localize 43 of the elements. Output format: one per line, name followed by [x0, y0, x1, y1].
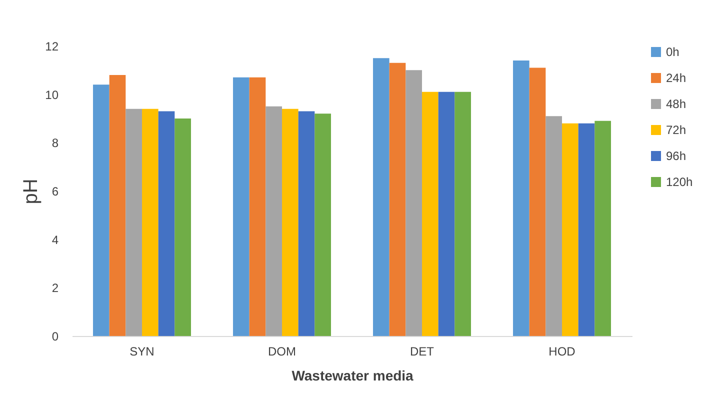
bar	[298, 111, 315, 336]
y-tick-label: 8	[52, 136, 59, 150]
bar	[314, 114, 331, 336]
legend-label: 96h	[666, 149, 686, 163]
bar	[406, 70, 422, 336]
legend-label: 24h	[666, 71, 686, 85]
bar	[158, 111, 175, 336]
bar	[546, 116, 562, 336]
y-axis-title: pH	[20, 178, 42, 204]
bar	[389, 62, 406, 336]
x-tick-label: DET	[410, 344, 435, 358]
legend-label: 0h	[666, 45, 680, 59]
bar	[142, 108, 158, 336]
legend-label: 48h	[666, 97, 686, 111]
bar	[562, 123, 578, 336]
legend-label: 120h	[666, 175, 693, 189]
x-tick-label: HOD	[548, 344, 576, 358]
bar	[454, 92, 471, 336]
legend-label: 72h	[666, 123, 686, 137]
y-tick-label: 10	[45, 88, 59, 102]
x-tick-label: SYN	[130, 344, 154, 358]
y-tick-label: 12	[45, 40, 59, 54]
bar	[249, 77, 266, 336]
x-axis-title: Wastewater media	[292, 368, 414, 384]
bar	[529, 68, 546, 336]
bar	[126, 108, 142, 336]
bar	[233, 77, 250, 336]
y-tick-label: 6	[52, 184, 59, 198]
bar	[93, 84, 110, 336]
bar	[422, 92, 438, 336]
y-tick-label: 2	[52, 281, 59, 296]
bar	[373, 58, 390, 336]
x-tick-label: DOM	[268, 344, 296, 358]
bar	[109, 75, 126, 336]
bar	[438, 92, 455, 336]
y-tick-label: 4	[52, 232, 59, 247]
bar	[266, 106, 282, 336]
bar	[174, 118, 191, 336]
y-tick-label: 0	[52, 330, 59, 344]
bar	[282, 108, 298, 336]
bar	[578, 123, 595, 336]
bar	[594, 120, 611, 336]
bar	[513, 60, 530, 336]
